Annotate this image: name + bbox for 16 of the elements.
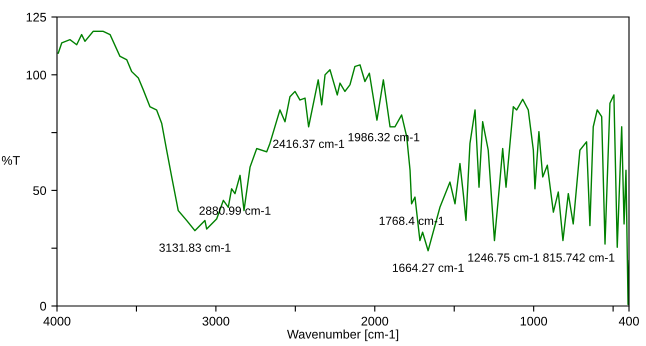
x-tick-label: 4000	[43, 316, 70, 326]
annotation: 1664.27 cm-1	[392, 264, 464, 272]
annotation: 815.742 cm-1	[543, 253, 614, 262]
y-tick-label: 100	[26, 70, 46, 80]
annotation: 3131.83 cm-1	[159, 243, 230, 252]
y-tick-label: 125	[26, 12, 46, 22]
x-axis-title: Wavenumber [cm-1]	[287, 329, 398, 342]
annotation: 1246.75 cm-1	[468, 253, 540, 262]
y-axis-title: %T	[2, 156, 20, 165]
x-tick-label: 3000	[202, 316, 230, 326]
x-tick-label: 2000	[362, 316, 388, 326]
x-tick-label: 400	[618, 316, 639, 326]
y-tick-label: 0	[40, 302, 46, 311]
y-tick-label: 50	[33, 186, 46, 196]
x-tick-label: 1000	[520, 316, 548, 326]
annotation: 2416.37 cm-1	[273, 140, 344, 148]
